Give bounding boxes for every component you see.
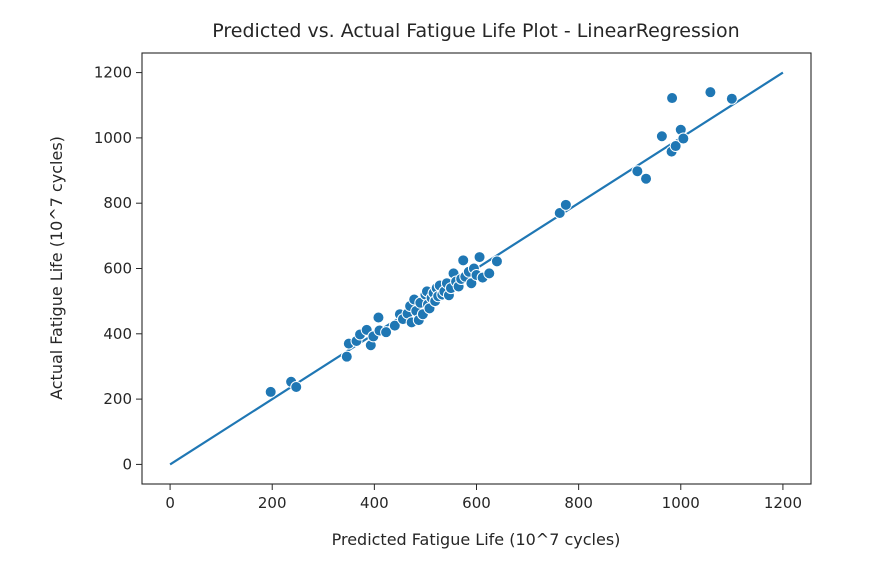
axes: 0 200 400 600 800 1000 1200 0 200 400 600 800 1000 12…: [94, 52, 812, 512]
y-tick-label: 400: [103, 325, 132, 343]
data-point: [380, 326, 393, 339]
data-point: [559, 198, 572, 211]
x-axis-label: Predicted Fatigue Life (10^7 cycles): [332, 530, 621, 549]
data-point: [372, 311, 385, 324]
data-point: [631, 165, 644, 178]
data-point: [666, 92, 679, 105]
x-tick-label: 1200: [764, 494, 802, 512]
data-point: [290, 381, 303, 394]
data-point: [669, 140, 682, 153]
data-point: [388, 319, 401, 332]
data-point: [457, 254, 470, 267]
x-tick-label: 1000: [662, 494, 700, 512]
x-tick-label: 400: [360, 494, 389, 512]
data-point: [677, 132, 690, 145]
x-tick-label: 600: [462, 494, 491, 512]
data-point: [264, 385, 277, 398]
data-point: [553, 206, 566, 219]
y-tick-label: 1000: [94, 129, 132, 147]
data-point: [640, 172, 653, 185]
y-axis-label: Actual Fatigue Life (10^7 cycles): [47, 136, 66, 400]
y-tick-label: 200: [103, 390, 132, 408]
y-tick-label: 600: [103, 260, 132, 278]
data-points: [264, 86, 738, 398]
x-tick-label: 800: [564, 494, 593, 512]
data-point: [473, 251, 486, 264]
data-point: [655, 130, 668, 143]
chart-title: Predicted vs. Actual Fatigue Life Plot -…: [212, 20, 739, 42]
y-tick-label: 0: [122, 455, 132, 473]
data-point: [340, 350, 353, 363]
data-point: [725, 92, 738, 105]
data-point: [490, 255, 503, 268]
data-point: [704, 86, 717, 99]
x-tick-label: 200: [258, 494, 287, 512]
x-tick-label: 0: [165, 494, 175, 512]
y-tick-label: 800: [103, 194, 132, 212]
data-point: [483, 267, 496, 280]
y-tick-label: 1200: [94, 64, 132, 82]
